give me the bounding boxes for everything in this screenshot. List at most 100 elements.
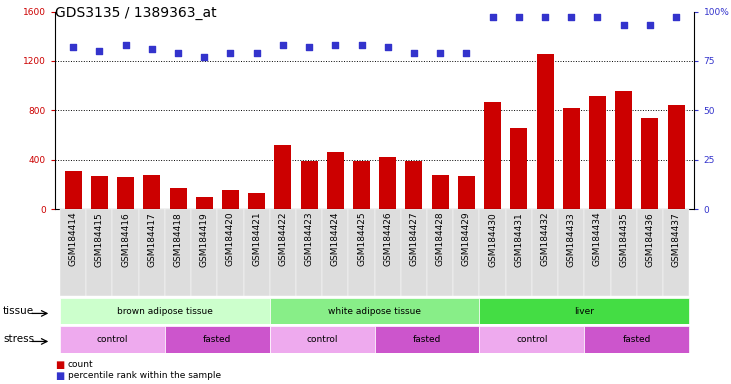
Point [382,44,393,50]
Text: GSM184428: GSM184428 [436,212,444,266]
FancyBboxPatch shape [401,209,427,296]
Bar [406,161,423,209]
Point [618,22,629,28]
Bar [667,106,685,209]
FancyBboxPatch shape [296,209,322,296]
Text: GSM184424: GSM184424 [331,212,340,266]
Text: control: control [516,335,548,344]
Text: GDS3135 / 1389363_at: GDS3135 / 1389363_at [55,6,216,20]
Bar [589,96,606,209]
Point [198,54,210,60]
Text: GSM184425: GSM184425 [357,212,366,266]
FancyBboxPatch shape [453,209,480,296]
Text: fasted: fasted [413,335,442,344]
Bar [353,161,370,209]
FancyBboxPatch shape [480,326,584,353]
Text: ■: ■ [55,360,64,370]
Bar [510,128,527,209]
Text: percentile rank within the sample: percentile rank within the sample [68,371,221,380]
Text: GSM184433: GSM184433 [567,212,576,266]
Text: GSM184435: GSM184435 [619,212,628,266]
Text: white adipose tissue: white adipose tissue [328,307,421,316]
Text: GSM184417: GSM184417 [148,212,156,266]
FancyBboxPatch shape [270,209,296,296]
Bar [327,152,344,209]
Bar [170,188,186,209]
Bar [222,190,239,209]
FancyBboxPatch shape [322,209,349,296]
Point [591,14,603,20]
Text: tissue: tissue [3,306,34,316]
FancyBboxPatch shape [506,209,532,296]
FancyBboxPatch shape [60,209,86,296]
Text: GSM184431: GSM184431 [515,212,523,266]
FancyBboxPatch shape [558,209,584,296]
Point [487,14,499,20]
Bar [248,193,265,209]
Bar [537,53,553,209]
Text: liver: liver [575,307,594,316]
FancyBboxPatch shape [374,326,480,353]
Text: GSM184427: GSM184427 [409,212,418,266]
FancyBboxPatch shape [165,209,191,296]
FancyBboxPatch shape [60,298,270,324]
FancyBboxPatch shape [270,298,480,324]
Point [146,46,158,52]
Bar [274,145,292,209]
Text: fasted: fasted [623,335,651,344]
FancyBboxPatch shape [480,298,689,324]
Text: GSM184420: GSM184420 [226,212,235,266]
Point [670,14,682,20]
Bar [300,161,318,209]
FancyBboxPatch shape [86,209,113,296]
FancyBboxPatch shape [532,209,558,296]
FancyBboxPatch shape [165,326,270,353]
Bar [196,197,213,209]
Bar [641,118,659,209]
Text: GSM184436: GSM184436 [645,212,654,266]
Text: GSM184437: GSM184437 [672,212,681,266]
Point [513,14,525,20]
Bar [616,91,632,209]
FancyBboxPatch shape [584,209,610,296]
Text: GSM184414: GSM184414 [69,212,77,266]
Bar [64,171,82,209]
Text: GSM184419: GSM184419 [200,212,209,266]
Bar [563,108,580,209]
Point [251,50,262,56]
Point [565,14,577,20]
Text: GSM184421: GSM184421 [252,212,261,266]
FancyBboxPatch shape [480,209,506,296]
Point [408,50,420,56]
Point [539,14,551,20]
Point [277,42,289,48]
Point [67,44,79,50]
Text: brown adipose tissue: brown adipose tissue [117,307,213,316]
Bar [484,102,501,209]
Text: stress: stress [3,334,34,344]
Text: GSM184423: GSM184423 [305,212,314,266]
FancyBboxPatch shape [427,209,453,296]
FancyBboxPatch shape [60,326,165,353]
FancyBboxPatch shape [349,209,374,296]
Text: fasted: fasted [203,335,232,344]
FancyBboxPatch shape [243,209,270,296]
Text: control: control [96,335,128,344]
Bar [379,157,396,209]
Text: GSM184430: GSM184430 [488,212,497,266]
Point [356,42,368,48]
Text: GSM184429: GSM184429 [462,212,471,266]
Point [94,48,105,54]
FancyBboxPatch shape [663,209,689,296]
Point [330,42,341,48]
FancyBboxPatch shape [584,326,689,353]
FancyBboxPatch shape [191,209,217,296]
Bar [458,176,475,209]
FancyBboxPatch shape [374,209,401,296]
Bar [117,177,134,209]
Point [461,50,472,56]
FancyBboxPatch shape [217,209,243,296]
Point [434,50,446,56]
FancyBboxPatch shape [637,209,663,296]
Point [224,50,236,56]
